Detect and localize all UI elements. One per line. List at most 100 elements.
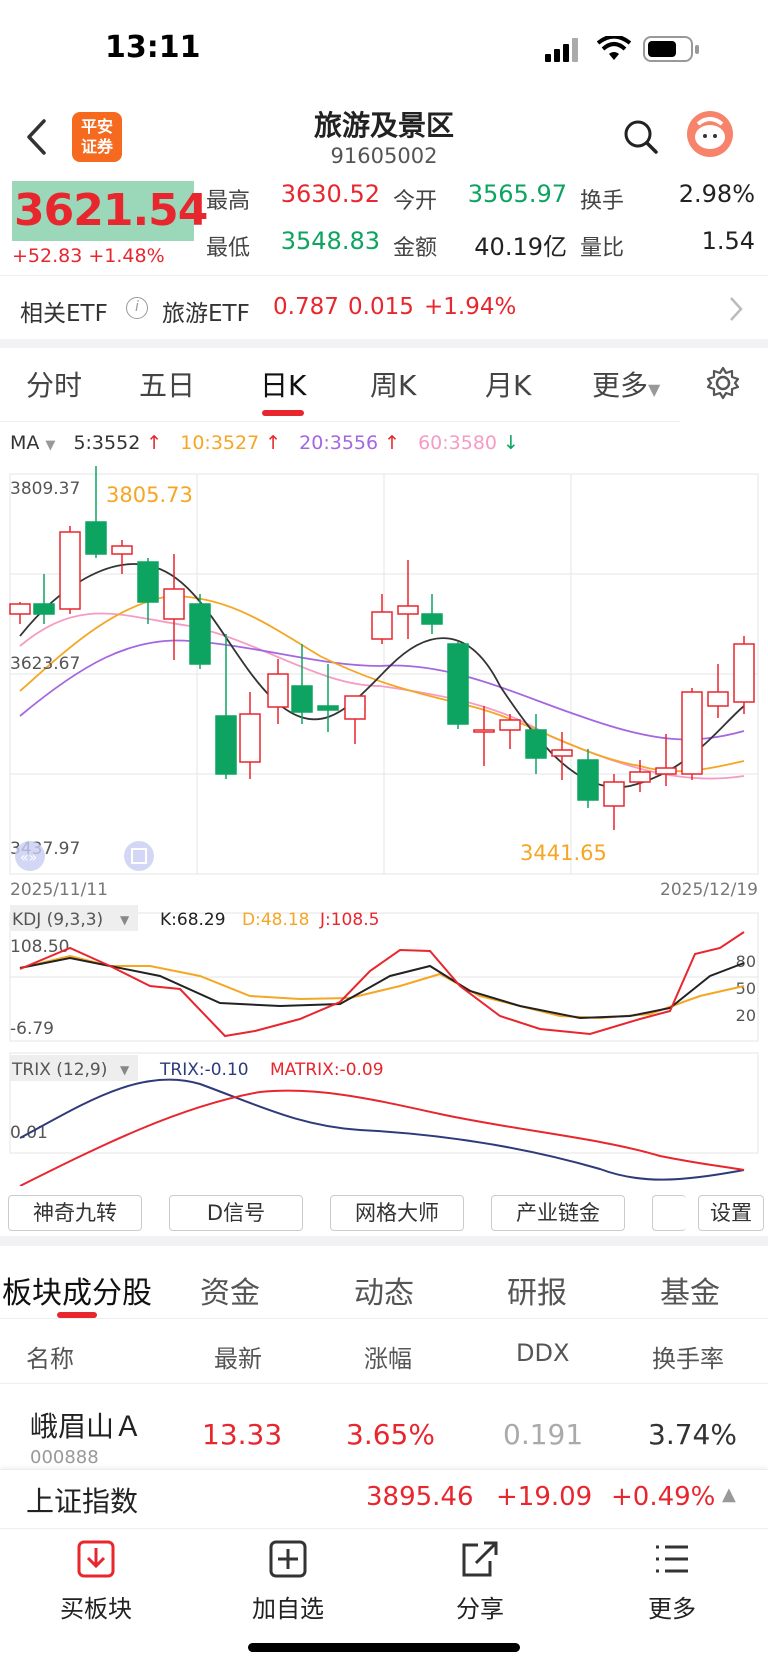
broker-logo: 平安 证券 (72, 112, 122, 162)
buy-sector-button[interactable]: 买板块 (36, 1539, 156, 1624)
tab-fund[interactable]: 基金 (660, 1276, 720, 1311)
menu-icon (656, 1545, 688, 1573)
tab-daily-k[interactable]: 日K (260, 369, 307, 402)
status-bar: 13:11 (0, 0, 768, 100)
svg-text:«»: «» (20, 850, 37, 866)
matrix-value: MATRIX:-0.09 (270, 1060, 384, 1080)
settings-button[interactable]: 设置 (698, 1195, 764, 1231)
quote-panel: 3621.54 +52.83 +1.48% 最高 3630.52 今开 3565… (0, 175, 768, 275)
date-end: 2025/12/19 (660, 880, 758, 900)
etf-name: 旅游ETF (162, 301, 250, 327)
more-button[interactable]: 更多 (612, 1539, 732, 1624)
battery-icon (643, 36, 699, 62)
col-change[interactable]: 涨幅 (364, 1345, 412, 1373)
candle-body (525, 729, 547, 759)
candle-body (267, 673, 289, 708)
tab-monthly-k[interactable]: 月K (485, 369, 532, 402)
max-price-label: 3805.73 (106, 483, 193, 507)
search-icon[interactable] (622, 118, 660, 156)
candle-body (344, 695, 366, 720)
candle-body (317, 705, 339, 711)
tab-five-day[interactable]: 五日 (139, 369, 196, 402)
stock-change: 3.65% (346, 1418, 435, 1451)
low-value: 3548.83 (280, 227, 380, 255)
info-icon[interactable]: i (126, 297, 148, 319)
turnover-value: 2.98% (678, 180, 755, 208)
tab-constituents[interactable]: 板块成分股 (2, 1276, 152, 1311)
kdj-label: KDJ (9,3,3) (12, 910, 103, 930)
candle-body (239, 713, 261, 763)
section-tabs: 板块成分股 资金 动态 研报 基金 (0, 1240, 768, 1318)
candle-body (447, 643, 469, 725)
tab-weekly-k[interactable]: 周K (370, 369, 417, 402)
settings-gear-icon[interactable] (706, 366, 740, 400)
ma60-value: 60:3580 ↓ (418, 432, 519, 454)
active-tab-indicator (262, 410, 304, 416)
candle-body (137, 561, 159, 603)
index-change: +19.09 (496, 1482, 593, 1512)
open-value: 3565.97 (467, 180, 567, 208)
kdj-ymin: -6.79 (10, 1019, 54, 1039)
kdj-d: D:48.18 (242, 910, 310, 930)
candle-body (499, 719, 521, 731)
hidden-tool-button[interactable] (652, 1195, 686, 1231)
grid-master-button[interactable]: 网格大师 (330, 1195, 464, 1231)
kdj-20: 20 (736, 1006, 756, 1025)
expand-up-icon[interactable]: ▲ (722, 1484, 736, 1505)
price-change: +52.83 +1.48% (12, 245, 165, 267)
tab-funds[interactable]: 资金 (200, 1276, 260, 1311)
date-start: 2025/11/11 (10, 880, 108, 900)
col-turnover[interactable]: 换手率 (652, 1345, 724, 1373)
avatar[interactable] (686, 110, 734, 158)
ma-label: MA ▼ (10, 432, 56, 454)
dropdown-icon: ▼ (120, 1063, 130, 1077)
etf-label: 相关ETF (20, 301, 108, 327)
home-indicator (248, 1643, 520, 1652)
add-watchlist-button[interactable]: 加自选 (228, 1539, 348, 1624)
table-row[interactable]: 峨眉山Ａ 000888 13.33 3.65% 0.191 3.74% (0, 1385, 768, 1469)
kline-ymax: 3809.37 (10, 479, 80, 499)
back-icon[interactable] (24, 118, 48, 156)
kdj-ymax: 108.50 (10, 937, 69, 957)
col-ddx[interactable]: DDX (516, 1339, 570, 1367)
min-price-label: 3441.65 (520, 841, 607, 865)
stock-name: 峨眉山Ａ (30, 1410, 143, 1443)
candle-body (215, 715, 237, 775)
kline-chart: 3809.37 3623.67 3437.97 3805.73 3441.65 … (9, 466, 759, 1186)
share-button[interactable]: 分享 (420, 1539, 540, 1624)
share-icon (462, 1541, 498, 1577)
related-etf-row[interactable]: 相关ETF i 旅游ETF 0.787 0.015 +1.94% (0, 275, 768, 339)
add-watchlist-label: 加自选 (252, 1595, 324, 1623)
divider (0, 421, 680, 422)
candle-body (707, 691, 729, 707)
buy-sector-label: 买板块 (60, 1595, 132, 1623)
magic-nine-button[interactable]: 神奇九转 (8, 1195, 142, 1231)
tab-news[interactable]: 动态 (354, 1276, 414, 1311)
tab-more[interactable]: 更多▼ (592, 369, 661, 402)
kdj-j: J:108.5 (319, 910, 379, 930)
header-bar: 平安 证券 旅游及景区 91605002 (0, 100, 768, 175)
tool-buttons: 神奇九转 D信号 网格大师 产业链金 设置 (8, 1195, 768, 1233)
page-title: 旅游及景区 (313, 109, 454, 142)
candle-body (163, 588, 185, 620)
candle-body (33, 603, 55, 615)
open-label: 今开 (393, 189, 438, 214)
col-price[interactable]: 最新 (214, 1345, 262, 1373)
market-index-bar[interactable]: 上证指数 3895.46 +19.09 +0.49% ▲ (0, 1469, 768, 1527)
wifi-icon (597, 36, 631, 60)
d-signal-button[interactable]: D信号 (169, 1195, 303, 1231)
ma10-value: 10:3527 ↑ (180, 432, 282, 454)
share-label: 分享 (456, 1595, 504, 1623)
tab-research[interactable]: 研报 (507, 1276, 567, 1311)
more-label: 更多 (648, 1595, 696, 1623)
tab-timeshare[interactable]: 分时 (26, 369, 83, 402)
industry-chain-button[interactable]: 产业链金 (491, 1195, 625, 1231)
stock-turnover: 3.74% (648, 1418, 737, 1451)
high-value: 3630.52 (280, 180, 380, 208)
kdj-50: 50 (736, 979, 756, 998)
candle-body (421, 613, 443, 625)
candle-body (59, 531, 81, 610)
dropdown-icon: ▼ (120, 913, 130, 927)
col-name[interactable]: 名称 (26, 1345, 74, 1373)
ma20-value: 20:3556 ↑ (299, 432, 401, 454)
